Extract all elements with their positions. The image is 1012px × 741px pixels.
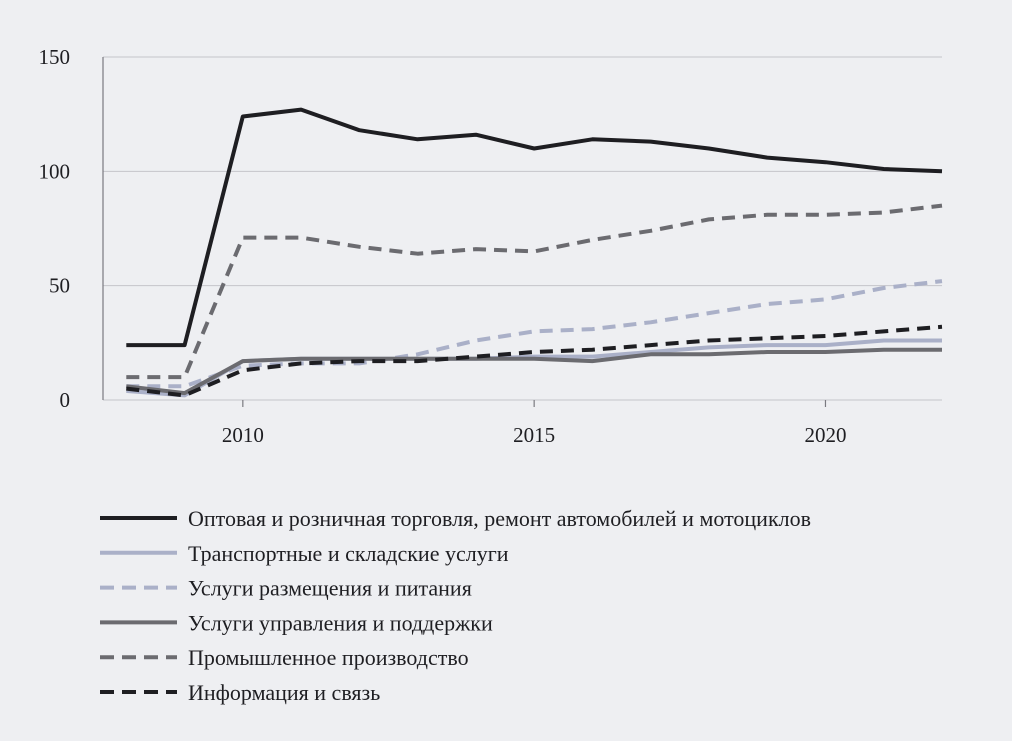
series-line-5 — [126, 203, 943, 380]
x-tick-label: 2010 — [222, 423, 264, 447]
legend-item: Услуги размещения и питания — [100, 576, 472, 601]
legend-label: Услуги размещения и питания — [188, 576, 472, 601]
series-lines — [126, 107, 943, 398]
legend-label: Транспортные и складские услуги — [188, 541, 509, 566]
legend-item: Информация и связь — [100, 680, 380, 705]
legend-label: Информация и связь — [188, 680, 380, 705]
series-line-4 — [126, 347, 942, 396]
y-tick-label: 0 — [60, 388, 71, 412]
legend-item: Транспортные и складские услуги — [100, 541, 509, 566]
series-line-1 — [126, 107, 943, 348]
legend-label: Услуги управления и поддержки — [188, 610, 493, 635]
y-tick-label: 150 — [39, 45, 71, 69]
y-tick-label: 50 — [49, 274, 70, 298]
x-tick-label: 2015 — [513, 423, 555, 447]
grid — [103, 56, 942, 401]
axes: 0 50 100 150 2010 2015 2020 — [39, 45, 847, 447]
legend: Оптовая и розничная торговля, ремонт авт… — [100, 506, 811, 705]
x-tick-label: 2020 — [804, 423, 846, 447]
legend-item: Промышленное производство — [100, 645, 469, 670]
y-tick-label: 100 — [39, 159, 71, 183]
legend-item: Услуги управления и поддержки — [100, 610, 493, 635]
legend-item: Оптовая и розничная торговля, ремонт авт… — [100, 506, 811, 531]
legend-label: Оптовая и розничная торговля, ремонт авт… — [188, 506, 811, 531]
legend-label: Промышленное производство — [188, 645, 469, 670]
